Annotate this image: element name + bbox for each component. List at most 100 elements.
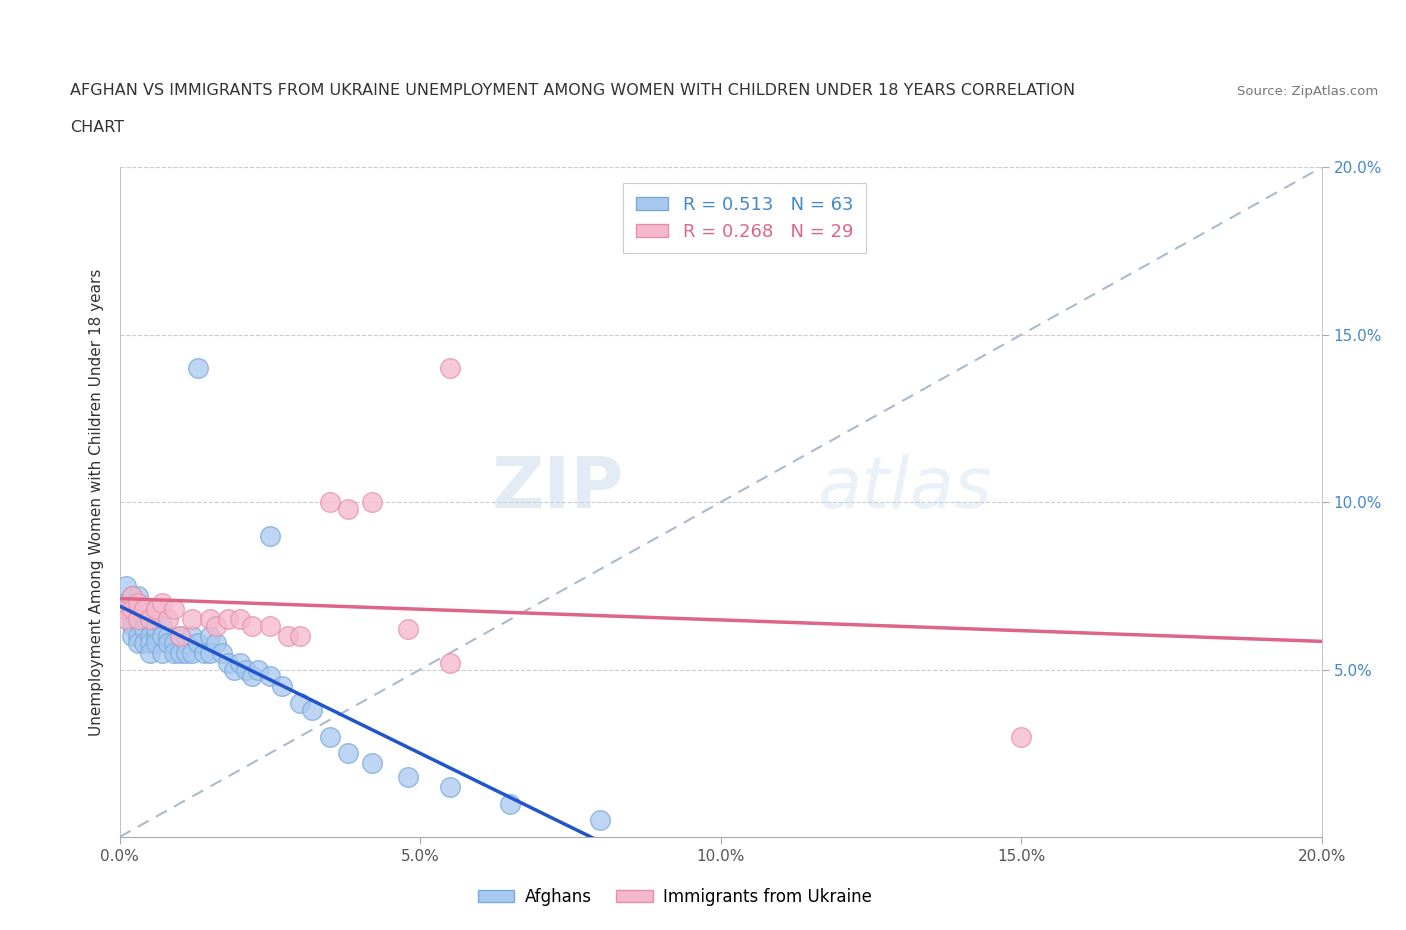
- Text: AFGHAN VS IMMIGRANTS FROM UKRAINE UNEMPLOYMENT AMONG WOMEN WITH CHILDREN UNDER 1: AFGHAN VS IMMIGRANTS FROM UKRAINE UNEMPL…: [70, 83, 1076, 98]
- Point: [138, 635, 160, 650]
- Point: [121, 595, 143, 610]
- Point: [121, 589, 143, 604]
- Point: [222, 662, 245, 677]
- Point: [145, 635, 167, 650]
- Point: [150, 595, 173, 610]
- Point: [336, 501, 359, 516]
- Point: [396, 622, 419, 637]
- Point: [174, 635, 197, 650]
- Legend: R = 0.513   N = 63, R = 0.268   N = 29: R = 0.513 N = 63, R = 0.268 N = 29: [623, 183, 866, 254]
- Point: [121, 612, 143, 627]
- Point: [150, 629, 173, 644]
- Point: [169, 645, 191, 660]
- Point: [127, 595, 149, 610]
- Point: [162, 645, 184, 660]
- Point: [277, 629, 299, 644]
- Point: [132, 612, 155, 627]
- Y-axis label: Unemployment Among Women with Children Under 18 years: Unemployment Among Women with Children U…: [89, 269, 104, 736]
- Point: [138, 645, 160, 660]
- Point: [198, 612, 221, 627]
- Point: [127, 612, 149, 627]
- Point: [589, 813, 612, 828]
- Point: [361, 495, 384, 510]
- Point: [198, 645, 221, 660]
- Point: [193, 645, 215, 660]
- Point: [204, 635, 226, 650]
- Point: [246, 662, 269, 677]
- Point: [319, 495, 342, 510]
- Point: [127, 629, 149, 644]
- Text: CHART: CHART: [70, 120, 124, 135]
- Point: [145, 602, 167, 617]
- Point: [127, 635, 149, 650]
- Point: [121, 629, 143, 644]
- Point: [288, 629, 311, 644]
- Point: [156, 629, 179, 644]
- Point: [156, 635, 179, 650]
- Point: [132, 602, 155, 617]
- Point: [169, 629, 191, 644]
- Point: [121, 618, 143, 633]
- Point: [127, 612, 149, 627]
- Point: [439, 779, 461, 794]
- Point: [150, 618, 173, 633]
- Point: [132, 622, 155, 637]
- Point: [145, 622, 167, 637]
- Point: [114, 595, 136, 610]
- Point: [187, 635, 209, 650]
- Point: [204, 618, 226, 633]
- Point: [162, 602, 184, 617]
- Point: [114, 612, 136, 627]
- Point: [396, 769, 419, 784]
- Point: [121, 602, 143, 617]
- Point: [127, 602, 149, 617]
- Point: [259, 669, 281, 684]
- Point: [198, 629, 221, 644]
- Point: [288, 696, 311, 711]
- Point: [336, 746, 359, 761]
- Point: [211, 645, 233, 660]
- Point: [145, 629, 167, 644]
- Point: [121, 589, 143, 604]
- Point: [162, 635, 184, 650]
- Point: [439, 656, 461, 671]
- Point: [138, 612, 160, 627]
- Text: ZIP: ZIP: [492, 455, 624, 524]
- Point: [235, 662, 257, 677]
- Point: [187, 361, 209, 376]
- Point: [228, 656, 252, 671]
- Point: [439, 361, 461, 376]
- Point: [259, 618, 281, 633]
- Point: [217, 612, 239, 627]
- Point: [127, 589, 149, 604]
- Point: [138, 629, 160, 644]
- Point: [121, 602, 143, 617]
- Point: [361, 756, 384, 771]
- Point: [180, 645, 202, 660]
- Point: [270, 679, 292, 694]
- Point: [132, 635, 155, 650]
- Point: [180, 629, 202, 644]
- Point: [319, 729, 342, 744]
- Point: [1010, 729, 1032, 744]
- Point: [114, 578, 136, 593]
- Point: [138, 612, 160, 627]
- Point: [240, 669, 263, 684]
- Legend: Afghans, Immigrants from Ukraine: Afghans, Immigrants from Ukraine: [471, 881, 879, 912]
- Point: [301, 702, 323, 717]
- Point: [174, 645, 197, 660]
- Point: [228, 612, 252, 627]
- Point: [259, 528, 281, 543]
- Point: [240, 618, 263, 633]
- Point: [156, 612, 179, 627]
- Point: [180, 612, 202, 627]
- Text: atlas: atlas: [817, 455, 991, 524]
- Point: [499, 796, 522, 811]
- Point: [114, 602, 136, 617]
- Point: [132, 602, 155, 617]
- Point: [114, 602, 136, 617]
- Point: [217, 656, 239, 671]
- Point: [150, 645, 173, 660]
- Point: [169, 629, 191, 644]
- Text: Source: ZipAtlas.com: Source: ZipAtlas.com: [1237, 85, 1378, 98]
